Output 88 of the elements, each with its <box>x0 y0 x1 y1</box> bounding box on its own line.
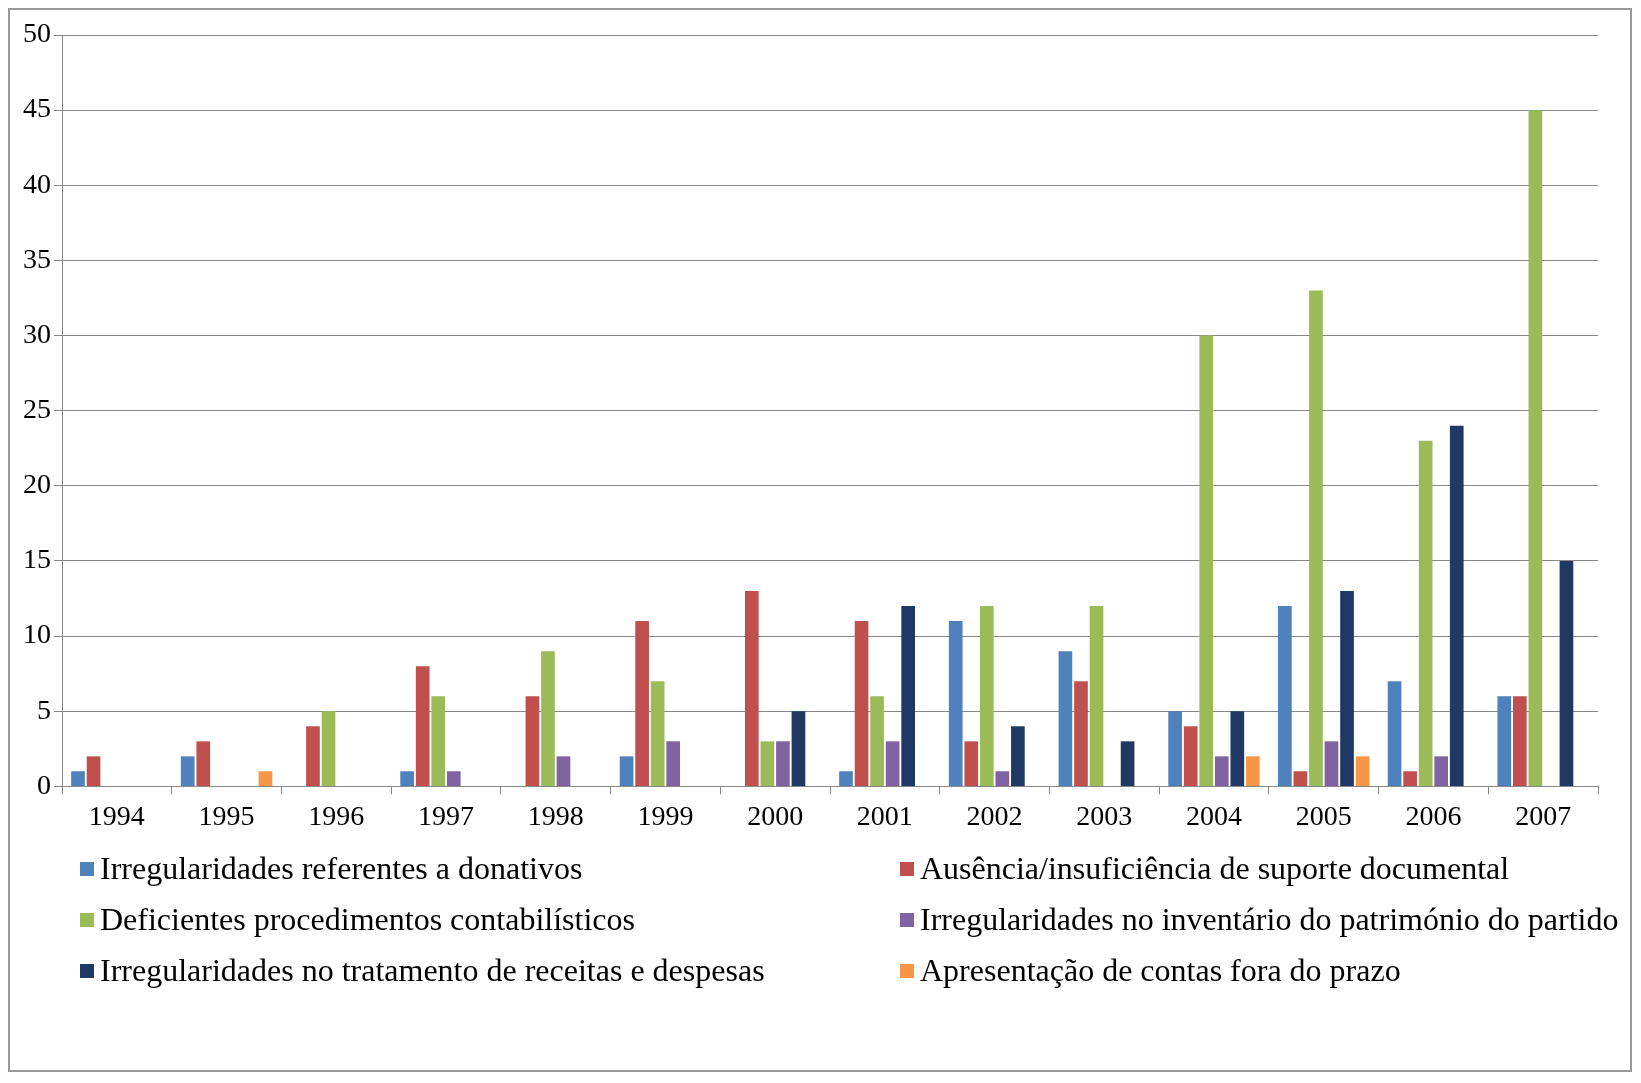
y-tick-label: 35 <box>23 242 51 274</box>
bar <box>71 771 85 786</box>
y-tick-label: 25 <box>23 393 51 425</box>
bar <box>306 726 320 786</box>
bar <box>995 771 1010 786</box>
bar <box>854 621 869 786</box>
legend-label: Ausência/insuficiência de suporte documental <box>920 850 1510 887</box>
bar <box>1120 741 1135 786</box>
bar <box>86 756 101 786</box>
bar <box>446 771 461 786</box>
bar <box>760 741 775 786</box>
bar <box>1293 771 1308 786</box>
legend-label: Irregularidades no tratamento de receitas e despesas <box>100 952 765 989</box>
bar <box>1230 711 1245 786</box>
bar <box>1074 681 1088 786</box>
legend-label: Deficientes procedimentos contabilísticos <box>100 901 635 938</box>
x-tick-label: 2002 <box>966 799 1023 831</box>
bar <box>1387 681 1402 786</box>
bar <box>776 741 790 786</box>
x-tick-label: 1997 <box>418 799 474 831</box>
x-tick-label: 1999 <box>637 799 694 831</box>
legend-label: Apresentação de contas fora do prazo <box>920 952 1401 989</box>
bar <box>1168 711 1182 786</box>
bar <box>1512 696 1527 786</box>
y-tick-label: 5 <box>37 693 51 725</box>
y-tick-label: 45 <box>23 92 51 124</box>
bar <box>1434 756 1449 786</box>
bar <box>556 756 571 786</box>
bar <box>979 606 994 786</box>
x-tick-label: 2004 <box>1186 799 1242 831</box>
x-tick-label: 1998 <box>527 799 584 831</box>
bar <box>839 771 853 786</box>
x-tick-label: 2007 <box>1515 799 1572 831</box>
bar <box>619 756 634 786</box>
bar <box>196 741 211 786</box>
bar <box>415 666 430 786</box>
bar <box>870 696 884 786</box>
y-tick-label: 50 <box>23 17 51 49</box>
bar <box>1058 651 1073 786</box>
bar <box>525 696 540 786</box>
bar <box>431 696 446 786</box>
x-tick-label: 1994 <box>88 799 145 831</box>
bar <box>964 741 979 786</box>
x-tick-label: 1995 <box>198 799 255 831</box>
bar <box>791 711 806 786</box>
bar <box>1089 606 1104 786</box>
bar <box>744 591 759 786</box>
y-tick-label: 20 <box>23 468 51 500</box>
legend-label: Irregularidades no inventário do património do partido <box>920 901 1619 938</box>
y-tick-label: 30 <box>23 317 51 349</box>
bar <box>1199 335 1214 786</box>
bar <box>1246 756 1260 786</box>
x-tick-label: 2000 <box>747 799 804 831</box>
bar <box>948 621 963 786</box>
legend-label: Irregularidades referentes a donativos <box>100 850 583 887</box>
y-tick-label: 0 <box>37 768 51 800</box>
bar <box>258 771 273 786</box>
bar <box>1309 290 1323 786</box>
bar <box>1214 756 1229 786</box>
bar <box>400 771 414 786</box>
bar <box>1278 606 1292 786</box>
x-tick-label: 2001 <box>856 799 913 831</box>
bar <box>1403 771 1417 786</box>
bar <box>1559 560 1574 786</box>
bar <box>1497 696 1512 786</box>
bar <box>901 606 916 786</box>
bar <box>1340 591 1354 786</box>
bar <box>650 681 665 786</box>
bar <box>180 756 195 786</box>
x-tick-label: 2003 <box>1076 799 1133 831</box>
bar <box>635 621 649 786</box>
bar <box>1011 726 1025 786</box>
bar <box>541 651 555 786</box>
bar <box>1528 110 1543 786</box>
x-tick-label: 2005 <box>1295 799 1352 831</box>
bar <box>666 741 681 786</box>
bar <box>1449 425 1464 786</box>
bar <box>1324 741 1339 786</box>
bar <box>321 711 336 786</box>
bar <box>885 741 900 786</box>
y-tick-label: 15 <box>23 543 51 575</box>
bar <box>1418 440 1433 786</box>
x-tick-label: 2006 <box>1405 799 1462 831</box>
bar <box>1355 756 1370 786</box>
y-tick-label: 10 <box>23 618 51 650</box>
bar <box>1183 726 1198 786</box>
x-tick-label: 1996 <box>308 799 365 831</box>
y-tick-label: 40 <box>23 167 51 199</box>
